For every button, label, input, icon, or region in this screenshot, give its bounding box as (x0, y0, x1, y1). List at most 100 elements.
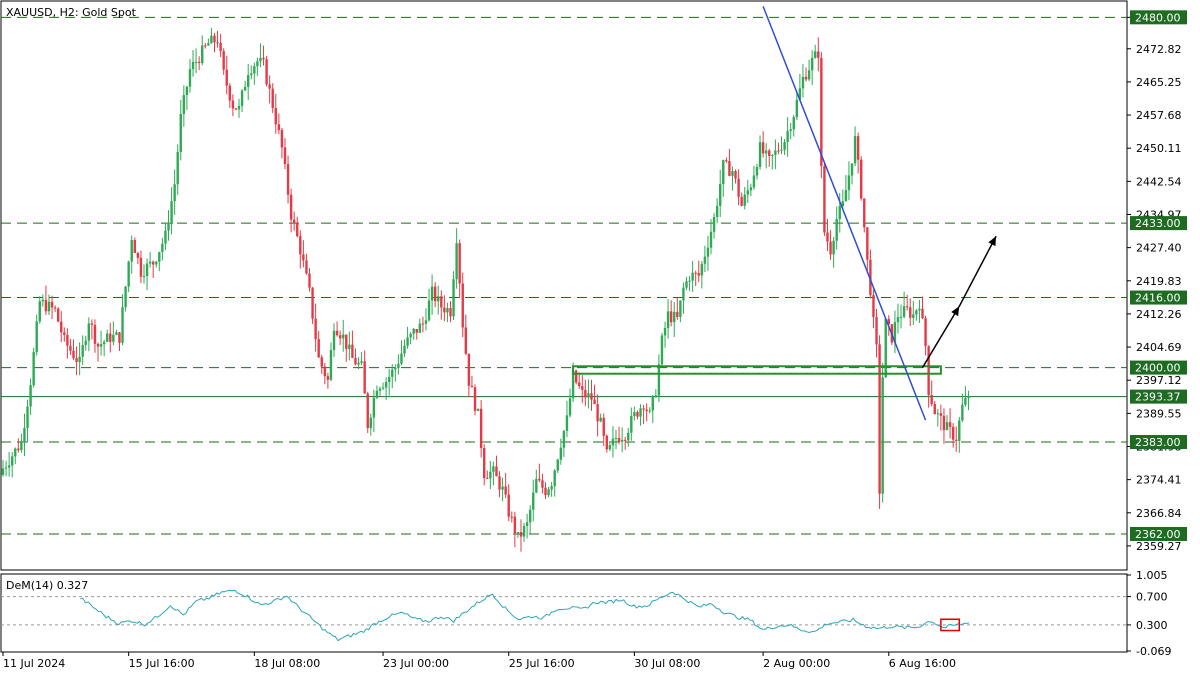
candle-body (489, 471, 492, 479)
candle-body (4, 467, 8, 469)
candle-body (571, 370, 575, 399)
candle-body (430, 286, 434, 301)
indicator-level-lines (1, 596, 1127, 626)
candle-body (476, 408, 480, 411)
candle-body (924, 318, 927, 347)
candle-body (522, 525, 526, 537)
price-axis-label: 2427.40 (1136, 242, 1182, 255)
candle-body (942, 415, 946, 431)
time-axis-label: 25 Jul 16:00 (509, 657, 575, 670)
candle-body (348, 344, 351, 349)
candle-body (305, 260, 308, 274)
time-axis-label: 11 Jul 2024 (3, 657, 65, 670)
candle-body (75, 358, 78, 363)
candle-body (872, 295, 875, 318)
candle-body (351, 344, 354, 358)
candle-body (87, 323, 91, 341)
candle-body (544, 487, 547, 496)
candle-body (271, 88, 274, 109)
candle-body (188, 69, 192, 87)
candle-body (587, 393, 590, 398)
candle-body (69, 345, 72, 351)
candle-body (915, 310, 918, 315)
price-axis-label: 2442.54 (1136, 175, 1182, 188)
indicator-axis-label: 0.700 (1136, 591, 1168, 604)
candle-body (581, 386, 584, 390)
candle-body (366, 393, 369, 429)
candle-body (676, 311, 679, 317)
candle-body (847, 175, 851, 191)
candle-body (795, 99, 799, 118)
support-resistance-zone (572, 365, 942, 375)
main-chart-title: XAUUSD, H2: Gold Spot (6, 6, 137, 19)
candle-body (384, 381, 388, 388)
candle-body (832, 240, 835, 255)
candle-body (130, 240, 133, 262)
candle-body (421, 323, 425, 325)
candle-body (473, 387, 477, 411)
price-axis-label: 2397.12 (1136, 374, 1182, 387)
candle-body (896, 317, 900, 323)
candle-body (443, 307, 446, 313)
candle-body (292, 219, 296, 223)
price-axis: 2480.00 2472.82 2465.25 2457.68 2450.11 2442.… (1127, 10, 1187, 553)
candle-body (510, 516, 513, 518)
candle-body (185, 86, 189, 96)
candle-body (737, 178, 740, 197)
candle-body (884, 318, 887, 378)
candle-body (296, 222, 299, 237)
candle-body (869, 259, 872, 296)
candle-body (268, 84, 271, 89)
candle-body (838, 206, 841, 220)
candle-body (614, 438, 618, 440)
candle-body (179, 114, 182, 153)
candle-body (283, 147, 287, 165)
time-axis-label: 2 Aug 00:00 (763, 657, 830, 670)
candle-body (60, 321, 63, 333)
level-badge-2383.00-bg (1130, 435, 1187, 450)
dem-series (80, 589, 970, 642)
candle-body (357, 362, 360, 365)
candle-body (167, 224, 170, 231)
candle-body (26, 406, 29, 428)
candle-body (495, 466, 498, 477)
candle-body (642, 408, 645, 410)
candle-body (688, 280, 691, 282)
candle-body (440, 296, 443, 308)
candle-body (866, 227, 869, 260)
candle-body (967, 396, 970, 398)
price-axis-label: 2389.55 (1136, 407, 1182, 420)
candle-body (617, 438, 621, 442)
candle-body (93, 324, 97, 344)
candle-body (452, 279, 455, 317)
candle-body (905, 306, 909, 308)
level-badge-2400.00: 2400.00 (1135, 362, 1181, 375)
candle-body (7, 465, 11, 468)
candle-body (320, 357, 323, 367)
candle-body (418, 323, 422, 333)
candle-body (210, 35, 213, 44)
candle-body (170, 201, 173, 225)
price-axis-label: 2419.83 (1136, 275, 1182, 288)
candle-body (213, 35, 216, 43)
projection-arrow-shaft (921, 305, 960, 368)
candle-body (329, 350, 333, 380)
candle-body (44, 299, 48, 312)
candle-body (265, 59, 268, 85)
candle-body (556, 459, 559, 471)
candle-body (415, 328, 418, 333)
price-axis-label: 2457.68 (1136, 109, 1182, 122)
current-price-badge: 2393.37 (1135, 391, 1181, 404)
chart-annotations (572, 6, 997, 421)
candle-body (814, 51, 817, 58)
candle-body (654, 395, 658, 397)
price-axis-label: 2374.41 (1136, 474, 1182, 487)
candle-body (771, 154, 774, 156)
candle-body (81, 345, 84, 357)
candle-body (912, 314, 915, 318)
price-axis-label: 2450.11 (1136, 142, 1182, 155)
current-price-badge-bg (1130, 389, 1187, 404)
candle-body (599, 417, 602, 422)
candle-body (719, 184, 722, 206)
candle-body (538, 478, 541, 481)
